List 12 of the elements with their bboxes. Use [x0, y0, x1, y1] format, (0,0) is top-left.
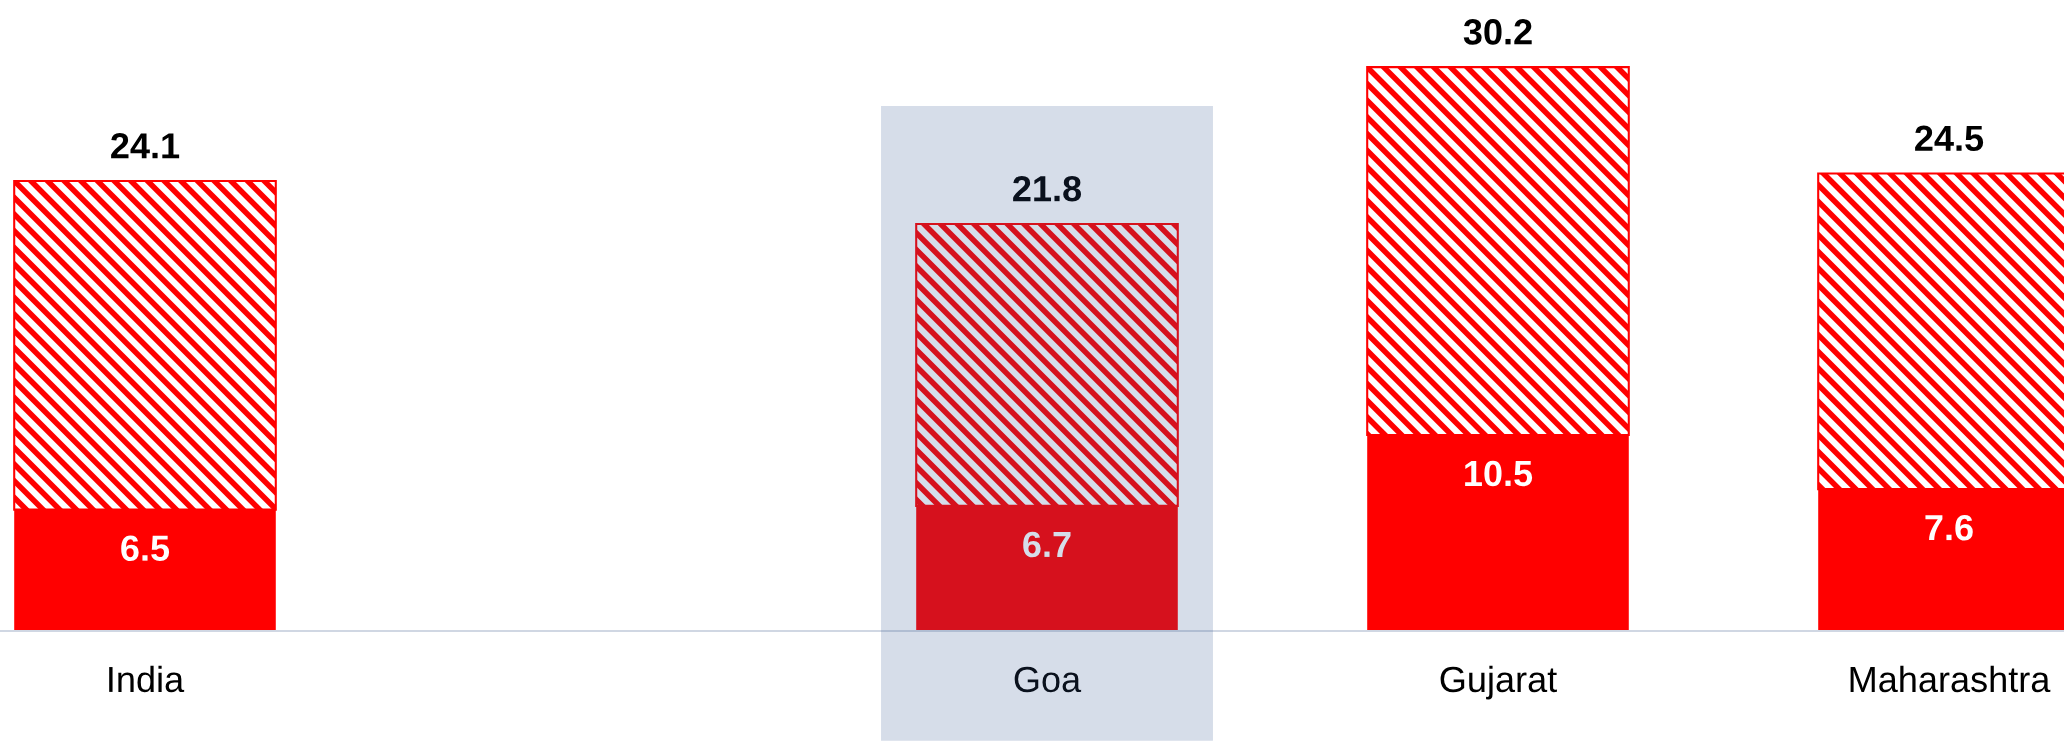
- total-label: 24.1: [111, 133, 180, 159]
- data-label: 10.5: [1465, 460, 1533, 487]
- total-label: 30.2: [1463, 19, 1532, 45]
- data-label: 7.6: [1925, 514, 1973, 541]
- data-label: 6.5: [121, 535, 170, 561]
- data-label: 6.7: [1023, 531, 1071, 558]
- total-label: 24.5: [1915, 125, 1984, 152]
- x-tick-label: Maharashtra: [1850, 665, 2051, 693]
- total-label: 21.8: [1013, 175, 1082, 202]
- x-tick-label: Goa: [1014, 666, 1082, 693]
- x-tick-label: India: [109, 665, 185, 693]
- x-tick-label: Gujarat: [1440, 665, 1557, 700]
